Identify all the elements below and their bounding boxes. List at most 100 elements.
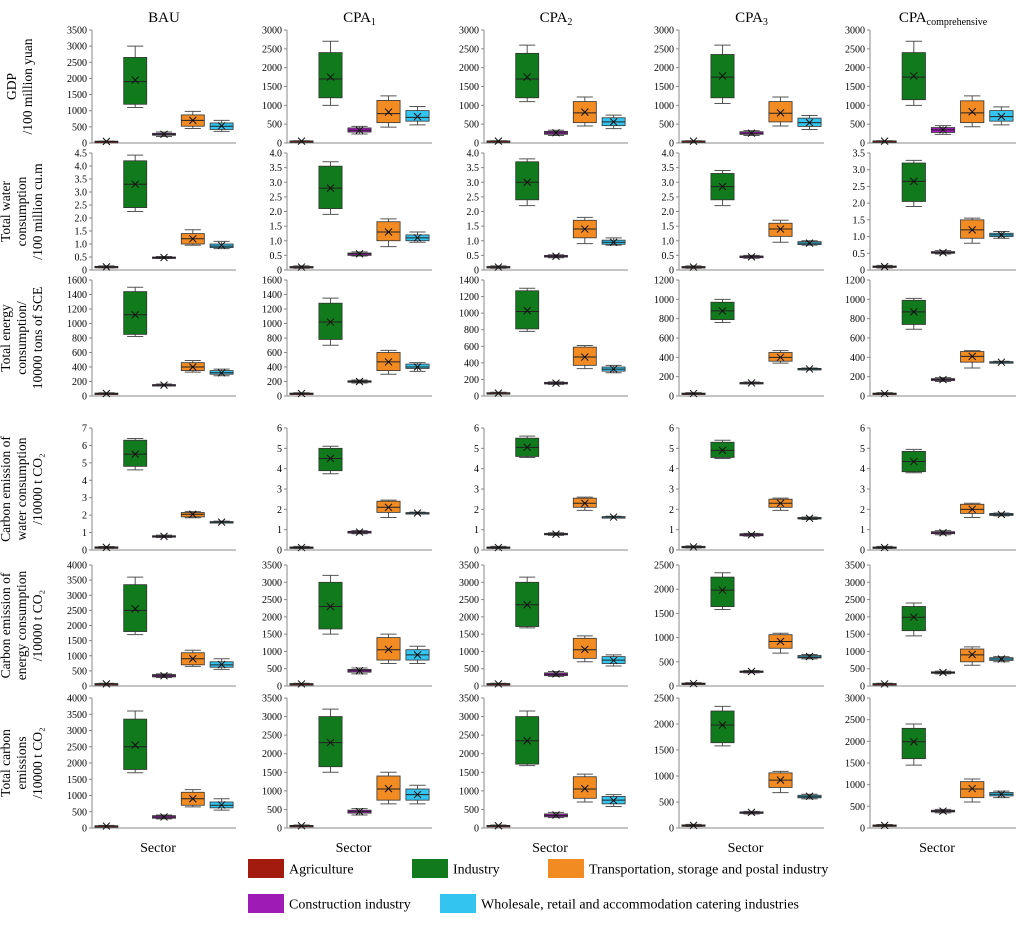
y-tick-label: 3000 xyxy=(459,578,479,589)
box-wholesale xyxy=(797,115,822,130)
y-tick-label: 600 xyxy=(464,342,479,353)
panel-r3-c2: 0 1 2 3 4 5 6 xyxy=(474,424,628,557)
y-tick-label: 1000 xyxy=(262,101,282,112)
y-tick-label: 2.0 xyxy=(662,207,675,218)
box-transportation xyxy=(376,95,401,128)
mean-marker xyxy=(523,736,532,745)
box-construction xyxy=(739,667,764,676)
box-agriculture xyxy=(681,389,706,398)
y-tick-label: 1000 xyxy=(845,295,865,306)
mean-marker xyxy=(997,790,1006,799)
panel-r5-c0: 0 500 1000 1500 2000 2500 3000 3500 4000 xyxy=(67,694,236,835)
y-tick-label: 2000 xyxy=(845,63,865,74)
y-tick-label: 0.5 xyxy=(853,249,866,260)
x-axis-label: Sector xyxy=(919,841,955,856)
y-tick-label: 0 xyxy=(669,824,674,835)
y-tick-label: 200 xyxy=(659,372,674,383)
box-industry xyxy=(515,710,540,767)
mean-marker xyxy=(939,375,947,384)
mean-marker xyxy=(160,532,168,541)
mean-marker xyxy=(997,112,1006,121)
panel-r0-c4: 0 500 1000 1500 2000 2500 3000 xyxy=(845,26,1016,150)
box-industry xyxy=(123,286,148,338)
legend-swatch xyxy=(248,894,284,913)
y-tick-label: 1500 xyxy=(654,746,674,757)
y-tick-label: 3000 xyxy=(262,712,282,723)
panel-r4-c0: 0 500 1000 1500 2000 2500 3000 3500 4000 xyxy=(67,561,236,693)
mean-marker xyxy=(805,118,814,127)
y-tick-label: 0 xyxy=(82,266,87,277)
mean-marker xyxy=(297,263,306,271)
box-iqr xyxy=(960,781,985,799)
mean-marker xyxy=(384,645,393,654)
box-wholesale xyxy=(601,654,626,667)
mean-marker xyxy=(131,450,140,458)
box-transportation xyxy=(960,778,985,803)
box-iqr xyxy=(572,776,597,799)
y-tick-label: 1000 xyxy=(845,647,865,658)
mean-marker xyxy=(102,680,111,688)
panel-r2-c1: 0 200 400 600 800 1000 1200 1400 1600 xyxy=(262,276,432,403)
y-tick-label: 1000 xyxy=(654,772,674,783)
mean-marker xyxy=(776,109,785,117)
panel-r2-c2: 0 200 400 600 800 1000 1200 1400 xyxy=(459,276,628,403)
mean-marker xyxy=(939,125,947,134)
box-wholesale xyxy=(405,362,430,372)
box-transportation xyxy=(768,350,793,364)
row-label-line: consumption/ xyxy=(14,301,29,375)
panel-r2-c3: 0 200 400 600 800 1000 1200 xyxy=(654,276,824,403)
box-wholesale xyxy=(209,368,234,377)
row-label-line: consumption xyxy=(14,176,29,246)
box-industry xyxy=(515,287,540,332)
y-tick-label: 3000 xyxy=(845,578,865,589)
box-iqr xyxy=(768,101,793,123)
y-tick-label: 0.5 xyxy=(662,251,675,262)
mean-marker xyxy=(131,605,140,613)
box-agriculture xyxy=(289,389,314,398)
mean-marker xyxy=(188,234,197,243)
box-agriculture xyxy=(94,822,119,830)
box-industry xyxy=(710,44,735,104)
box-transportation xyxy=(960,646,985,666)
y-tick-label: 1.5 xyxy=(270,222,283,233)
box-iqr xyxy=(710,576,735,608)
y-tick-label: 0.5 xyxy=(75,253,88,264)
box-iqr xyxy=(515,52,540,99)
box-industry xyxy=(901,448,926,474)
box-industry xyxy=(515,576,540,629)
row-label-0: GDP/100 million yuan xyxy=(4,38,35,134)
y-tick-label: 2500 xyxy=(845,595,865,606)
y-tick-label: 400 xyxy=(72,363,87,374)
row-label-line: emissions xyxy=(14,736,29,789)
y-tick-label: 0 xyxy=(277,546,282,557)
row-label-3: Carbon emission of water consumption/1000… xyxy=(0,436,45,542)
box-transportation xyxy=(960,350,985,369)
box-construction xyxy=(544,811,568,819)
mean-marker xyxy=(968,505,977,514)
mean-marker xyxy=(384,358,393,366)
box-industry xyxy=(318,445,343,475)
legend-label: Transportation, storage and postal indus… xyxy=(589,863,828,878)
y-tick-label: 1.0 xyxy=(75,240,88,251)
row-label-line: GDP xyxy=(4,73,19,100)
y-tick-label: 500 xyxy=(72,666,87,677)
box-iqr xyxy=(318,447,343,472)
y-tick-label: 200 xyxy=(267,377,282,388)
box-transportation xyxy=(768,497,793,511)
panel-r2-c0: 0 200 400 600 800 1000 1200 1400 1600 xyxy=(67,276,236,403)
mean-marker xyxy=(580,499,589,508)
mean-marker xyxy=(523,443,532,452)
y-tick-label: 1200 xyxy=(67,305,87,316)
box-agriculture xyxy=(289,821,314,830)
box-iqr xyxy=(123,718,148,770)
y-tick-label: 500 xyxy=(659,798,674,809)
box-transportation xyxy=(376,218,401,248)
box-transportation xyxy=(960,217,985,244)
panel-r4-c1: 0 500 1000 1500 2000 2500 3000 3500 xyxy=(262,561,432,693)
y-tick-label: 2000 xyxy=(845,737,865,748)
mean-marker xyxy=(909,308,918,316)
mean-marker xyxy=(217,660,226,669)
mean-marker xyxy=(939,248,947,257)
box-agriculture xyxy=(681,679,706,688)
y-tick-label: 1.0 xyxy=(853,232,866,243)
